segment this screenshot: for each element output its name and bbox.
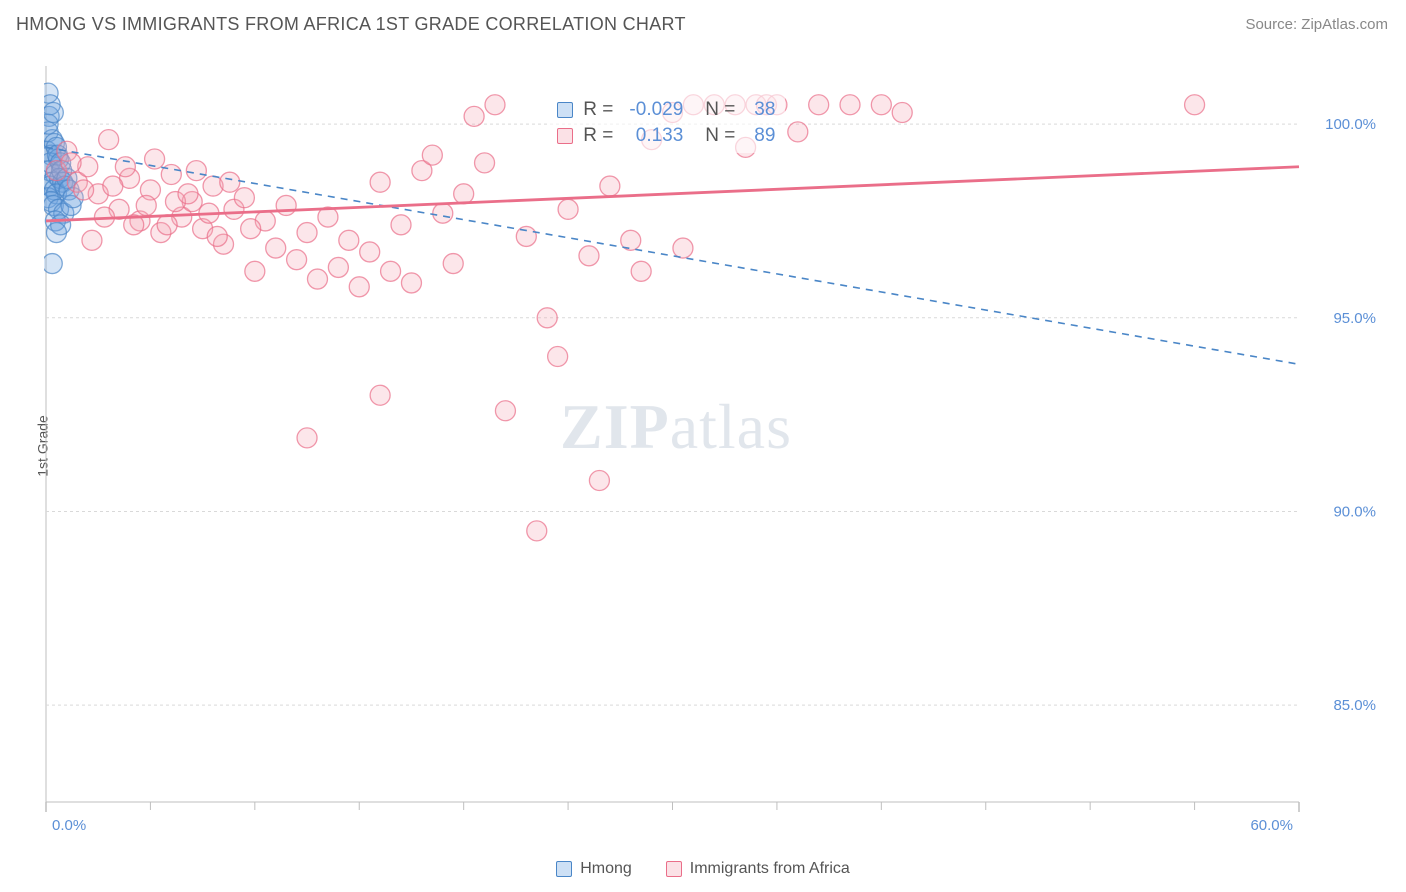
svg-text:85.0%: 85.0% — [1333, 697, 1376, 714]
legend-swatch — [666, 861, 682, 877]
svg-text:90.0%: 90.0% — [1333, 503, 1376, 520]
n-value: 38 — [745, 99, 775, 121]
correlation-legend: R = -0.029 N = 38 R = 0.133 N = 89 — [547, 93, 785, 153]
svg-text:60.0%: 60.0% — [1250, 817, 1293, 834]
n-label: N = — [705, 99, 735, 121]
r-label: R = — [583, 125, 613, 147]
r-value: 0.133 — [623, 125, 683, 147]
series-legend: Hmong Immigrants from Africa — [0, 860, 1406, 878]
legend-swatch — [557, 102, 573, 118]
legend-swatch — [556, 861, 572, 877]
chart-title: HMONG VS IMMIGRANTS FROM AFRICA 1ST GRAD… — [16, 14, 686, 35]
legend-label: Immigrants from Africa — [690, 860, 850, 878]
legend-row: R = -0.029 N = 38 — [557, 97, 775, 123]
scatter-chart-svg: 85.0% 90.0% 95.0% 100.0% 0.0% 60.0% — [44, 50, 1384, 842]
r-value: -0.029 — [623, 99, 683, 121]
legend-item: Hmong — [556, 860, 632, 878]
svg-text:95.0%: 95.0% — [1333, 310, 1376, 327]
legend-label: Hmong — [580, 860, 632, 878]
svg-text:0.0%: 0.0% — [52, 817, 86, 834]
r-label: R = — [583, 99, 613, 121]
legend-item: Immigrants from Africa — [666, 860, 850, 878]
legend-row: R = 0.133 N = 89 — [557, 123, 775, 149]
chart-area: 85.0% 90.0% 95.0% 100.0% 0.0% 60.0% — [44, 50, 1384, 842]
svg-text:100.0%: 100.0% — [1325, 116, 1376, 133]
n-label: N = — [705, 125, 735, 147]
legend-swatch — [557, 128, 573, 144]
source-attribution: Source: ZipAtlas.com — [1245, 16, 1388, 33]
n-value: 89 — [745, 125, 775, 147]
